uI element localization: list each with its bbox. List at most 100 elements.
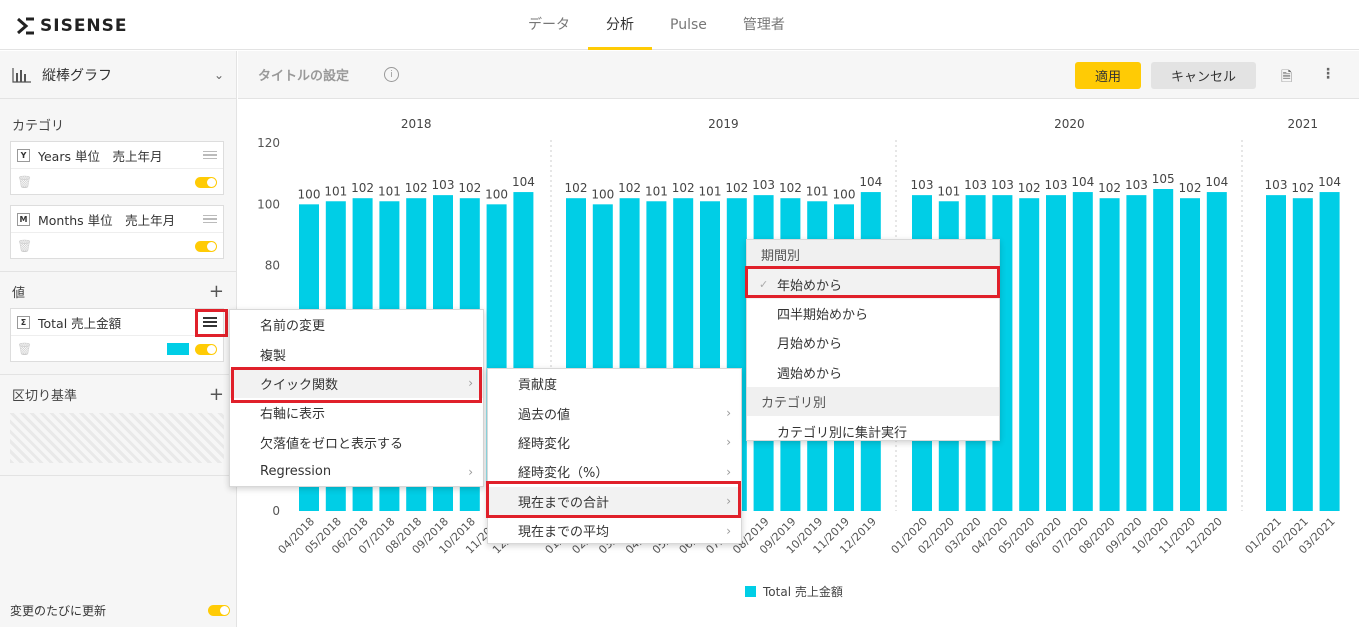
data-label: 102 [1018, 181, 1041, 195]
field-toggle[interactable] [195, 240, 217, 252]
menu-item-ytd[interactable]: ✓ 年始めから [747, 269, 999, 299]
data-label: 101 [937, 184, 960, 198]
field-menu-icon[interactable] [203, 150, 217, 160]
check-icon: ✓ [759, 277, 769, 291]
y-tick-label: 0 [272, 504, 280, 518]
menu-item-qtd[interactable]: 四半期始めから [777, 307, 869, 323]
menu-item-past-values[interactable]: 過去の値 › [518, 406, 731, 423]
chart-type-label: 縦棒グラフ [42, 67, 112, 84]
sisense-logo[interactable]: SISENSE [16, 15, 128, 37]
menu-item-right-axis[interactable]: 右軸に表示 [260, 407, 326, 423]
info-icon[interactable]: i [384, 67, 400, 82]
category-field-months[interactable]: M Months 単位 売上年月 🗑 [10, 205, 224, 259]
trash-icon[interactable]: 🗑 [17, 239, 33, 253]
data-label: 100 [485, 187, 508, 201]
field-menu-icon[interactable] [203, 317, 217, 327]
data-label: 100 [298, 187, 321, 201]
date-type-icon: M [17, 212, 30, 226]
legend-swatch [745, 586, 756, 597]
apply-button[interactable]: 適用 [1075, 62, 1141, 89]
data-label: 104 [1318, 175, 1341, 189]
add-value-icon[interactable]: + [208, 280, 224, 302]
categories-section-title: カテゴリ [12, 118, 65, 134]
bar [1019, 198, 1040, 511]
sum-icon: Σ [17, 315, 30, 329]
logo-text: SISENSE [40, 16, 128, 36]
bar [1266, 195, 1286, 511]
menu-item-running-avg[interactable]: 現在までの平均 › [518, 523, 731, 541]
tab-data[interactable]: データ [528, 17, 570, 33]
logo-icon [17, 17, 34, 35]
field-menu-icon[interactable] [203, 214, 217, 224]
auto-update-toggle[interactable] [208, 605, 230, 616]
bar [1319, 192, 1340, 512]
menu-item-regression[interactable]: Regression › [260, 464, 473, 480]
data-label: 102 [1098, 181, 1121, 195]
menu-item-running-sum[interactable]: 現在までの合計 › [488, 486, 741, 516]
trash-icon[interactable]: 🗑 [17, 175, 33, 189]
bar [1046, 195, 1066, 511]
data-label: 102 [725, 181, 748, 195]
field-toggle[interactable] [195, 176, 217, 188]
values-section-title: 値 + [12, 280, 224, 302]
tab-analytics[interactable]: 分析 [588, 0, 652, 50]
menu-item-difference-pct[interactable]: 経時変化（%） › [518, 464, 731, 482]
data-label: 103 [991, 178, 1014, 192]
trash-icon[interactable]: 🗑 [17, 342, 33, 356]
data-label: 105 [1152, 172, 1175, 186]
more-options-icon[interactable]: ⋮ [1321, 66, 1335, 82]
menu-item-contribution[interactable]: 貢献度 [518, 378, 558, 394]
chevron-right-icon: › [726, 494, 731, 509]
bar [1099, 198, 1120, 511]
data-label: 104 [1205, 175, 1228, 189]
break-by-dropzone[interactable] [10, 413, 224, 463]
chart-type-selector[interactable]: 縦棒グラフ ⌄ [0, 51, 236, 99]
bar [1180, 198, 1200, 511]
category-field-years[interactable]: Y Years 単位 売上年月 🗑 [10, 141, 224, 195]
menu-item-quick-functions[interactable]: クイック関数 › [230, 368, 483, 399]
data-label: 104 [859, 175, 882, 189]
break-by-section-title: 区切り基準 + [12, 383, 224, 405]
data-label: 103 [1265, 178, 1288, 192]
cancel-button[interactable]: キャンセル [1151, 62, 1256, 89]
top-bar: SISENSE データ 分析 Pulse 管理者 [0, 0, 1359, 50]
field-context-menu: 名前の変更 複製 クイック関数 › 右軸に表示 欠落値をゼロと表示する Regre… [229, 309, 484, 487]
year-label: 2020 [1054, 117, 1085, 131]
bar [1126, 195, 1147, 511]
series-color-swatch[interactable] [167, 343, 189, 355]
y-tick-label: 100 [257, 197, 280, 211]
menu-item-by-category[interactable]: カテゴリ別に集計実行 [777, 425, 908, 441]
bar [1292, 198, 1313, 511]
data-label: 101 [806, 184, 829, 198]
data-label: 103 [911, 178, 934, 192]
period-section-header: 期間別 [747, 240, 999, 270]
add-break-by-icon[interactable]: + [208, 383, 224, 405]
value-field-total-sales[interactable]: Σ Total 売上金額 🗑 [10, 308, 224, 362]
menu-item-missing-as-zero[interactable]: 欠落値をゼロと表示する [260, 436, 404, 452]
data-label: 103 [432, 178, 455, 192]
field-toggle[interactable] [195, 343, 217, 355]
data-label: 102 [405, 181, 428, 195]
menu-item-duplicate[interactable]: 複製 [260, 348, 287, 364]
data-label: 101 [324, 184, 347, 198]
menu-item-difference[interactable]: 経時変化 › [518, 435, 731, 452]
bar-chart-icon [12, 67, 31, 83]
auto-update-row: 変更のたびに更新 [10, 602, 230, 619]
tab-pulse[interactable]: Pulse [670, 17, 707, 33]
data-label: 101 [378, 184, 401, 198]
menu-item-wtd[interactable]: 週始めから [777, 366, 843, 382]
data-label: 103 [752, 178, 775, 192]
tab-admin[interactable]: 管理者 [742, 17, 785, 33]
chevron-down-icon: ⌄ [213, 67, 224, 82]
running-sum-submenu: 期間別 ✓ 年始めから 四半期始めから 月始めから 週始めから カテゴリ別 カテゴ… [746, 239, 1000, 441]
export-icon[interactable]: 🗎 [1281, 69, 1293, 85]
chevron-right-icon: › [726, 435, 731, 450]
chevron-right-icon: › [726, 523, 731, 538]
widget-title-input[interactable]: タイトルの設定 [258, 69, 350, 84]
data-label: 101 [699, 184, 722, 198]
year-label: 2018 [401, 117, 432, 131]
chevron-right-icon: › [468, 464, 473, 479]
menu-item-mtd[interactable]: 月始めから [777, 337, 843, 353]
data-label: 102 [351, 181, 374, 195]
menu-item-rename[interactable]: 名前の変更 [260, 319, 326, 335]
